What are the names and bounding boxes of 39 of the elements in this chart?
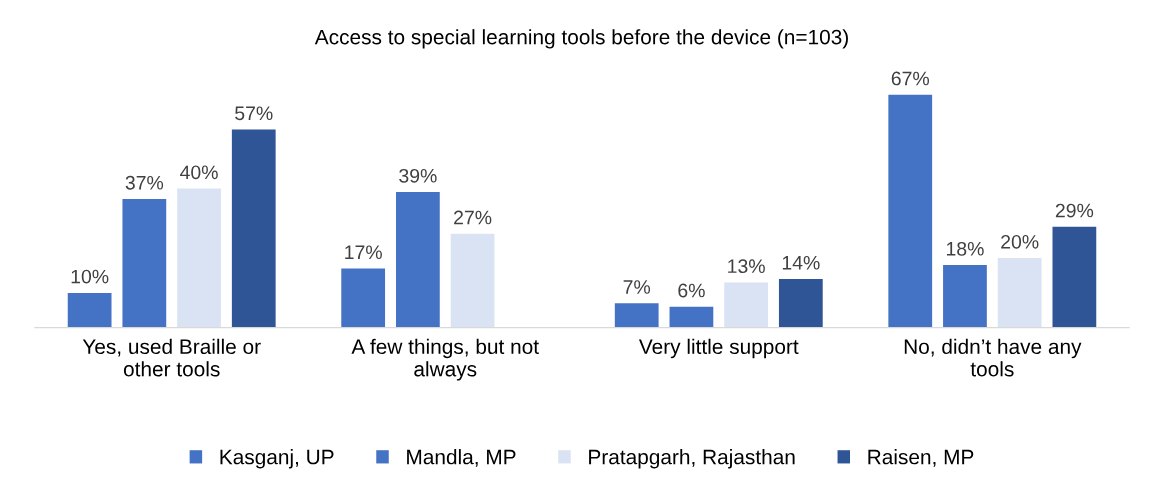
data-label: 27%: [454, 210, 492, 225]
legend-label: Raisen, MP: [868, 449, 974, 467]
data-label: 40%: [180, 165, 218, 180]
x-tick-label: No, didn’t have any tools: [904, 338, 1082, 377]
bar: [614, 303, 659, 328]
x-tick-label: A few things, but not always: [351, 338, 539, 381]
bar: [778, 278, 823, 328]
data-label: 57%: [235, 106, 273, 121]
data-label: 6%: [678, 283, 705, 298]
data-label: 14%: [782, 255, 820, 270]
bar: [177, 188, 221, 328]
data-label: 13%: [728, 259, 765, 274]
bar: [395, 192, 440, 328]
x-tick-label: Very little support: [638, 338, 799, 359]
data-label: 7%: [623, 280, 651, 294]
data-label: 37%: [125, 175, 164, 190]
data-label: 10%: [71, 269, 109, 284]
bar: [341, 268, 386, 328]
bar: [1052, 226, 1097, 328]
chart-title: Access to special learning tools before the device (n=103): [314, 29, 848, 49]
bar: [67, 292, 112, 328]
data-label: 18%: [946, 241, 984, 256]
data-label: 67%: [891, 71, 930, 86]
legend-label: Kasganj, UP: [220, 449, 334, 469]
bar: [997, 258, 1042, 328]
bar: [669, 306, 714, 328]
bar: [122, 199, 167, 328]
x-tick-label: Yes, used Braille or other tools: [82, 338, 261, 377]
data-label: 29%: [1055, 203, 1094, 218]
data-label: 39%: [399, 168, 437, 183]
legend-label: Pratapgarh, Rajasthan: [589, 449, 795, 469]
data-label: 17%: [345, 245, 382, 260]
bar: [888, 94, 933, 328]
bar: [231, 129, 276, 328]
legend-label: Mandla, MP: [407, 449, 516, 467]
bar: [724, 282, 769, 328]
bar: [943, 265, 987, 328]
data-label: 20%: [1001, 234, 1039, 249]
bar: [450, 233, 495, 328]
